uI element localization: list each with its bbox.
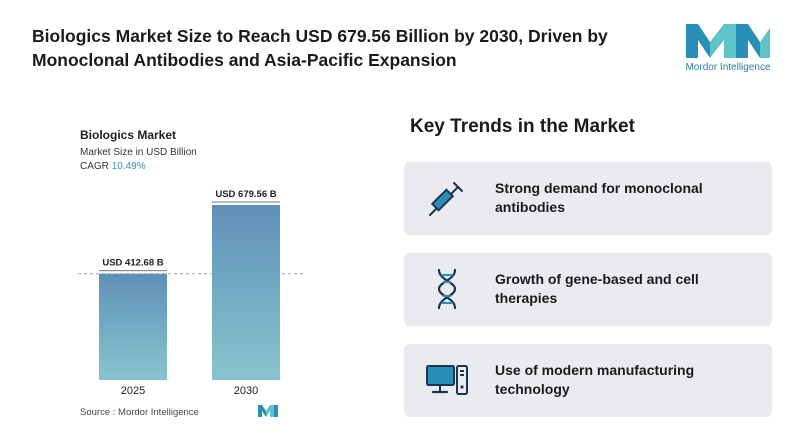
trends-title: Key Trends in the Market: [410, 116, 635, 137]
source-label: Source :: [80, 407, 116, 418]
cagr-label: CAGR: [80, 161, 109, 172]
data-label-2030: USD 679.56 B: [215, 189, 276, 200]
chart-subtitle: Market Size in USD Billion: [80, 147, 197, 158]
bar-2030: [212, 205, 280, 380]
trend-card-gene-therapy: Growth of gene-based and cell therapies: [404, 253, 772, 326]
syringe-icon: [424, 175, 470, 221]
data-label-2025: USD 412.68 B: [102, 258, 163, 269]
mordor-logo-icon: [686, 24, 770, 58]
brand-logo: Mordor Intelligence: [680, 20, 776, 80]
cagr-value: 10.49%: [111, 161, 146, 172]
chart-cagr: CAGR 10.49%: [80, 161, 146, 172]
trend-card-manufacturing: Use of modern manufacturing technology: [404, 344, 772, 417]
computer-icon: [424, 357, 470, 403]
chart-title: Biologics Market: [80, 128, 177, 142]
dna-icon: [424, 266, 470, 312]
source-logo-icon: [258, 405, 278, 417]
trend-label: Strong demand for monoclonal antibodies: [495, 180, 703, 215]
source-value: Mordor Intelligence: [118, 407, 199, 418]
logo-text: Mordor Intelligence: [685, 62, 771, 73]
trend-card-monoclonal: Strong demand for monoclonal antibodies: [404, 162, 772, 235]
page-title: Biologics Market Size to Reach USD 679.5…: [32, 26, 608, 70]
trend-label: Use of modern manufacturing technology: [495, 362, 695, 397]
bar-2025: [99, 273, 167, 380]
trend-label: Growth of gene-based and cell therapies: [495, 271, 699, 306]
category-label-2025: 2025: [121, 385, 145, 397]
source-note: Source : Mordor Intelligence: [80, 407, 199, 418]
category-label-2030: 2030: [234, 385, 258, 397]
